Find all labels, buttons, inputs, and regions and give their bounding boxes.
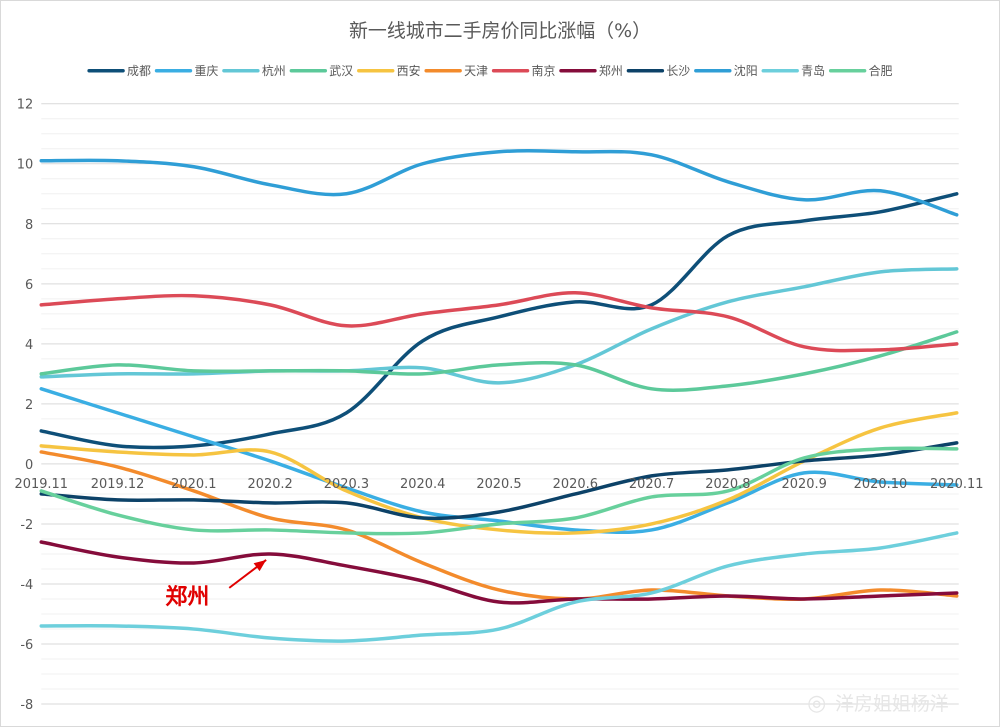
legend-label: 长沙 <box>666 64 690 78</box>
x-tick-label: 2020.7 <box>629 477 674 492</box>
weibo-logo-icon: ◎ <box>807 691 826 716</box>
legend-label: 重庆 <box>194 64 218 78</box>
arrow-head-icon <box>253 559 267 572</box>
y-tick-label: 4 <box>25 338 33 353</box>
series-line-杭州 <box>39 267 959 385</box>
y-tick-label: -4 <box>20 578 33 593</box>
x-tick-label: 2020.8 <box>705 477 750 492</box>
legend-label: 成都 <box>127 64 151 78</box>
series-line-成都 <box>39 192 959 450</box>
legend-item-武汉: 武汉 <box>289 64 353 78</box>
watermark: ◎ 洋房姐姐杨洋 <box>807 691 949 716</box>
watermark-text: 洋房姐姐杨洋 <box>835 693 949 715</box>
legend-label: 杭州 <box>262 63 286 78</box>
legend-label: 青岛 <box>801 63 825 78</box>
series-line-青岛 <box>39 531 959 643</box>
legend-item-沈阳: 沈阳 <box>694 63 758 78</box>
legend: 成都 重庆 杭州 武汉 西安 天津 南京 郑州 长沙 沈阳 青岛 合肥 <box>87 63 893 78</box>
y-tick-label: 12 <box>17 98 33 113</box>
series-line-沈阳 <box>39 149 959 217</box>
legend-item-长沙: 长沙 <box>626 64 690 78</box>
series-line-武汉 <box>39 330 959 392</box>
x-tick-label: 2020.1 <box>171 477 216 492</box>
y-tick-label: -6 <box>20 638 33 653</box>
legend-item-重庆: 重庆 <box>154 64 218 78</box>
y-tick-label: -8 <box>20 698 33 713</box>
annotation-label: 郑州 <box>165 585 209 610</box>
legend-item-杭州: 杭州 <box>222 63 286 78</box>
legend-label: 郑州 <box>599 63 623 78</box>
series-line-重庆 <box>39 387 959 535</box>
x-axis: 2019.11 2019.12 2020.1 2020.2 2020.3 2020.4 20… <box>14 477 983 492</box>
legend-label: 南京 <box>532 63 556 78</box>
legend-item-郑州: 郑州 <box>559 63 623 78</box>
series-line-南京 <box>39 291 959 353</box>
x-tick-label: 2019.11 <box>14 477 68 492</box>
y-tick-label: 10 <box>17 158 33 173</box>
y-tick-label: -2 <box>20 518 33 533</box>
legend-item-西安: 西安 <box>357 63 421 78</box>
series-line-郑州 <box>39 540 959 605</box>
series-line-合肥 <box>39 446 959 536</box>
x-tick-label: 2019.12 <box>91 477 145 492</box>
series-line-长沙 <box>39 441 959 521</box>
x-tick-label: 2020.2 <box>247 477 292 492</box>
series-lines <box>39 149 959 643</box>
legend-label: 合肥 <box>869 63 893 78</box>
legend-item-成都: 成都 <box>87 64 151 78</box>
x-tick-label: 2020.10 <box>854 477 908 492</box>
legend-label: 武汉 <box>329 64 353 78</box>
legend-label: 西安 <box>397 63 421 78</box>
chart-title: 新一线城市二手房价同比涨幅（%） <box>349 20 651 42</box>
x-tick-label: 2020.5 <box>476 477 521 492</box>
y-tick-label: 0 <box>25 458 33 473</box>
x-tick-label: 2020.4 <box>400 477 445 492</box>
x-tick-label: 2020.9 <box>781 477 826 492</box>
grid <box>41 103 959 705</box>
legend-item-天津: 天津 <box>424 64 488 78</box>
y-tick-label: 6 <box>25 278 33 293</box>
legend-item-合肥: 合肥 <box>828 63 893 78</box>
x-tick-label: 2020.3 <box>324 477 369 492</box>
y-tick-label: 8 <box>25 218 33 233</box>
legend-item-南京: 南京 <box>491 63 556 78</box>
legend-item-青岛: 青岛 <box>761 63 825 78</box>
y-axis: 12 10 8 6 4 2 0 -2 -4 -6 -8 <box>17 98 33 713</box>
annotation: 郑州 <box>165 559 267 610</box>
y-tick-label: 2 <box>25 398 33 413</box>
legend-label: 天津 <box>464 64 488 78</box>
x-tick-label: 2020.6 <box>553 477 598 492</box>
x-tick-label: 2020.11 <box>930 477 984 492</box>
legend-label: 沈阳 <box>734 63 758 78</box>
